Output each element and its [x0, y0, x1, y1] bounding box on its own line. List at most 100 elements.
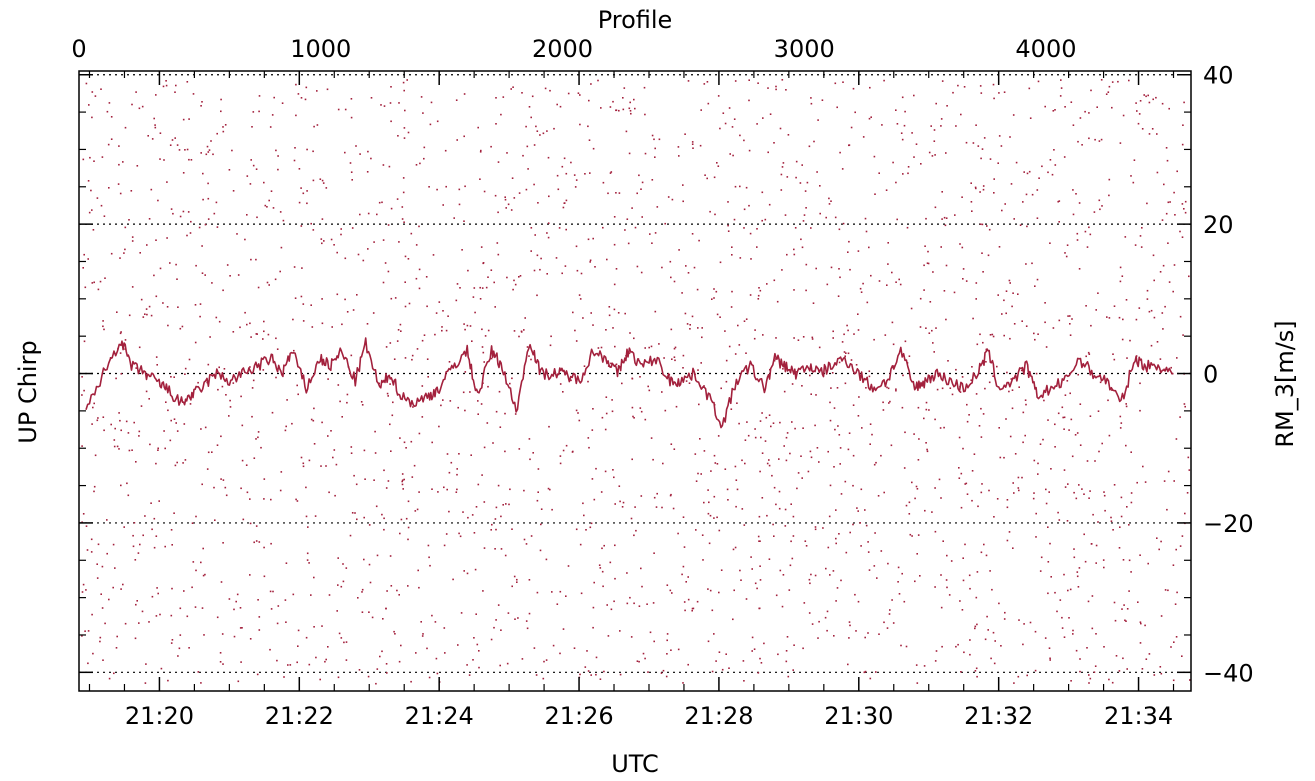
- noise-dot: [140, 405, 143, 407]
- noise-dot: [102, 659, 104, 661]
- noise-dot: [799, 182, 802, 184]
- noise-dot: [171, 139, 174, 141]
- noise-dot: [786, 432, 789, 434]
- noise-dot: [268, 284, 270, 286]
- noise-dot: [1067, 589, 1069, 592]
- noise-dot: [901, 96, 904, 99]
- noise-dot: [756, 246, 758, 248]
- noise-dot: [445, 185, 447, 188]
- x-bottom-axis-title: UTC: [611, 750, 659, 778]
- noise-dot: [1060, 79, 1062, 81]
- noise-dot: [733, 118, 736, 120]
- noise-dot: [750, 258, 752, 260]
- noise-dot: [1175, 548, 1177, 551]
- noise-dot: [328, 594, 331, 596]
- noise-dot: [1094, 138, 1096, 141]
- noise-dot: [778, 458, 780, 460]
- noise-dot: [998, 427, 1000, 429]
- noise-dot: [901, 406, 904, 409]
- noise-dot: [215, 316, 218, 319]
- noise-dot: [622, 501, 625, 504]
- noise-dot: [759, 540, 761, 542]
- noise-dot: [1162, 264, 1165, 267]
- noise-dot: [844, 355, 846, 357]
- noise-dot: [188, 118, 190, 120]
- noise-dot: [686, 323, 689, 325]
- noise-dot: [374, 430, 376, 433]
- noise-dot: [438, 301, 441, 303]
- noise-dot: [1066, 380, 1069, 382]
- noise-dot: [1006, 371, 1008, 374]
- noise-dot: [443, 627, 446, 629]
- noise-dot: [623, 87, 626, 89]
- noise-dot: [1086, 246, 1089, 248]
- noise-dot: [1011, 407, 1014, 410]
- noise-dot: [298, 168, 301, 170]
- noise-dot: [207, 182, 209, 185]
- noise-dot: [825, 567, 827, 570]
- noise-dot: [895, 109, 897, 111]
- noise-dot: [464, 328, 466, 331]
- noise-dot: [494, 194, 497, 197]
- noise-dot: [164, 447, 166, 450]
- noise-dot: [767, 87, 769, 89]
- noise-dot: [520, 331, 523, 333]
- noise-dot: [402, 177, 405, 179]
- noise-dot: [1144, 624, 1146, 627]
- noise-dot: [1049, 159, 1052, 161]
- noise-dot: [673, 347, 676, 350]
- noise-dot: [903, 467, 906, 469]
- noise-dot: [628, 352, 631, 354]
- noise-dot: [156, 364, 158, 366]
- noise-dot: [382, 164, 385, 166]
- noise-dot: [1095, 309, 1097, 311]
- noise-dot: [976, 571, 979, 573]
- noise-dot: [115, 647, 118, 649]
- noise-dot: [1066, 244, 1069, 246]
- noise-dot: [418, 432, 421, 435]
- noise-dot: [741, 459, 743, 462]
- noise-dot: [528, 438, 531, 440]
- noise-dot: [136, 165, 139, 167]
- noise-dot: [269, 126, 272, 128]
- noise-dot: [160, 667, 163, 670]
- noise-dot: [835, 600, 837, 602]
- noise-dot: [225, 494, 228, 497]
- noise-dot: [416, 508, 419, 511]
- noise-dot: [252, 111, 255, 113]
- noise-dot: [691, 233, 694, 235]
- noise-dot: [108, 677, 111, 680]
- noise-dot: [717, 435, 720, 437]
- noise-dot: [966, 493, 969, 495]
- noise-dot: [444, 652, 446, 654]
- noise-dot: [126, 482, 128, 485]
- noise-dot: [818, 346, 821, 349]
- noise-dot: [442, 310, 444, 312]
- noise-dot: [1168, 281, 1171, 283]
- noise-dot: [521, 92, 523, 94]
- noise-dot: [719, 127, 721, 130]
- noise-dot: [138, 435, 140, 437]
- noise-dot: [1063, 156, 1066, 158]
- noise-dot: [438, 425, 440, 428]
- noise-dot: [276, 622, 279, 625]
- noise-dot: [1037, 473, 1039, 475]
- noise-dot: [257, 286, 260, 289]
- noise-dot: [1142, 465, 1144, 468]
- noise-dot: [249, 183, 252, 185]
- noise-dot: [517, 617, 519, 619]
- noise-dot: [90, 538, 93, 541]
- noise-dot: [989, 334, 992, 336]
- noise-dot: [1060, 87, 1063, 89]
- noise-dot: [481, 346, 484, 348]
- noise-dot: [903, 600, 906, 603]
- noise-dot: [337, 676, 340, 679]
- noise-dot: [442, 399, 444, 401]
- noise-dot: [682, 200, 684, 203]
- noise-dot: [444, 149, 447, 152]
- noise-dot: [714, 462, 717, 464]
- noise-dot: [951, 393, 954, 396]
- noise-dot: [801, 246, 804, 249]
- noise-dot: [463, 220, 465, 222]
- noise-dot: [865, 387, 867, 389]
